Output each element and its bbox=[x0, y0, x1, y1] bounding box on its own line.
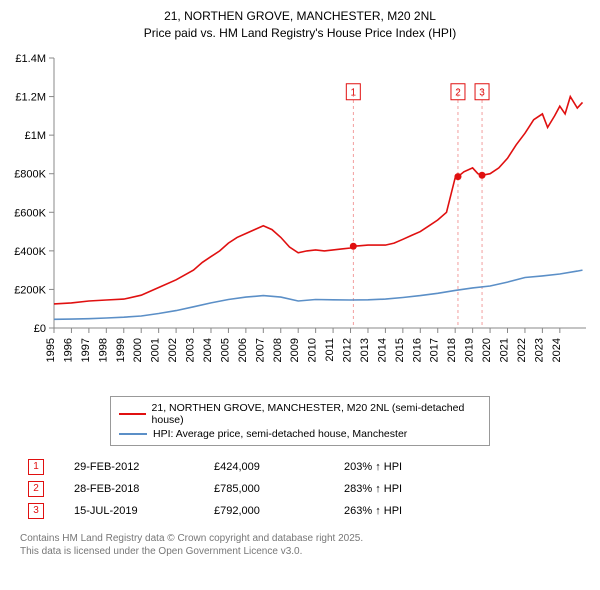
x-tick-label: 2015 bbox=[394, 338, 406, 362]
x-tick-label: 2000 bbox=[132, 338, 144, 362]
footer-attribution: Contains HM Land Registry data © Crown c… bbox=[20, 532, 580, 558]
legend-label: HPI: Average price, semi-detached house,… bbox=[153, 428, 407, 440]
series-hpi bbox=[54, 270, 583, 319]
sales-date: 15-JUL-2019 bbox=[74, 505, 214, 517]
x-tick-label: 2001 bbox=[150, 338, 162, 362]
x-tick-label: 2019 bbox=[464, 338, 476, 362]
y-tick-label: £800K bbox=[14, 168, 46, 180]
x-tick-label: 1999 bbox=[115, 338, 127, 362]
sale-point bbox=[350, 242, 357, 249]
x-tick-label: 2003 bbox=[185, 338, 197, 362]
x-tick-label: 1996 bbox=[62, 338, 74, 362]
sales-index-box: 1 bbox=[28, 459, 44, 475]
legend-swatch bbox=[119, 413, 146, 415]
x-tick-label: 2023 bbox=[533, 338, 545, 362]
legend-label: 21, NORTHEN GROVE, MANCHESTER, M20 2NL (… bbox=[152, 402, 481, 426]
x-tick-label: 2004 bbox=[202, 338, 214, 362]
y-tick-label: £200K bbox=[14, 284, 46, 296]
x-tick-label: 2024 bbox=[551, 338, 563, 362]
sales-table: 1 29-FEB-2012£424,009203% ↑ HPI 2 28-FEB-20… bbox=[20, 456, 580, 522]
sale-point bbox=[454, 173, 461, 180]
x-tick-label: 1997 bbox=[80, 338, 92, 362]
sales-pct: 203% ↑ HPI bbox=[344, 461, 444, 473]
sales-row: 3 15-JUL-2019£792,000263% ↑ HPI bbox=[20, 500, 580, 522]
y-tick-label: £1.4M bbox=[15, 53, 46, 65]
x-tick-label: 2021 bbox=[499, 338, 511, 362]
x-tick-label: 2013 bbox=[359, 338, 371, 362]
x-tick-label: 1998 bbox=[97, 338, 109, 362]
x-tick-label: 2017 bbox=[429, 338, 441, 362]
sales-index-box: 2 bbox=[28, 481, 44, 497]
x-tick-label: 1995 bbox=[45, 338, 57, 362]
y-tick-label: £1M bbox=[25, 130, 46, 142]
title-line2: Price paid vs. HM Land Registry's House … bbox=[144, 26, 456, 40]
sales-index-box: 3 bbox=[28, 503, 44, 519]
legend-swatch bbox=[119, 433, 147, 435]
legend-row: 21, NORTHEN GROVE, MANCHESTER, M20 2NL (… bbox=[119, 401, 481, 427]
x-tick-label: 2014 bbox=[376, 338, 388, 362]
x-tick-label: 2010 bbox=[307, 338, 319, 362]
chart-marker-label: 3 bbox=[479, 87, 485, 98]
chart-marker-label: 1 bbox=[351, 87, 357, 98]
y-tick-label: £400K bbox=[14, 245, 46, 257]
series-price_paid bbox=[54, 96, 583, 303]
legend: 21, NORTHEN GROVE, MANCHESTER, M20 2NL (… bbox=[110, 396, 490, 446]
sales-row: 1 29-FEB-2012£424,009203% ↑ HPI bbox=[20, 456, 580, 478]
x-tick-label: 2009 bbox=[289, 338, 301, 362]
sales-price: £785,000 bbox=[214, 483, 344, 495]
chart-svg: £0 £200K £400K £600K £800K £1M £1.2M £1.4M 1995 1… bbox=[10, 48, 590, 388]
y-tick-label: £0 bbox=[34, 323, 46, 335]
x-tick-label: 2011 bbox=[324, 338, 336, 362]
sales-date: 28-FEB-2018 bbox=[74, 483, 214, 495]
sale-point bbox=[479, 171, 486, 178]
x-tick-label: 2005 bbox=[219, 338, 231, 362]
legend-row: HPI: Average price, semi-detached house,… bbox=[119, 427, 481, 441]
y-tick-label: £600K bbox=[14, 207, 46, 219]
sales-price: £424,009 bbox=[214, 461, 344, 473]
x-tick-label: 2007 bbox=[254, 338, 266, 362]
x-tick-label: 2022 bbox=[516, 338, 528, 362]
y-tick-label: £1.2M bbox=[15, 91, 46, 103]
x-tick-label: 2018 bbox=[446, 338, 458, 362]
x-tick-label: 2006 bbox=[237, 338, 249, 362]
chart-title: 21, NORTHEN GROVE, MANCHESTER, M20 2NL P… bbox=[10, 8, 590, 42]
chart-area: £0 £200K £400K £600K £800K £1M £1.2M £1.4M 1995 1… bbox=[10, 48, 590, 388]
sales-row: 2 28-FEB-2018£785,000283% ↑ HPI bbox=[20, 478, 580, 500]
sales-price: £792,000 bbox=[214, 505, 344, 517]
sales-pct: 283% ↑ HPI bbox=[344, 483, 444, 495]
sales-pct: 263% ↑ HPI bbox=[344, 505, 444, 517]
chart-marker-label: 2 bbox=[455, 87, 461, 98]
footer-line1: Contains HM Land Registry data © Crown c… bbox=[20, 533, 363, 544]
container: 21, NORTHEN GROVE, MANCHESTER, M20 2NL P… bbox=[0, 0, 600, 566]
footer-line2: This data is licensed under the Open Gov… bbox=[20, 546, 302, 557]
x-tick-label: 2016 bbox=[411, 338, 423, 362]
x-tick-label: 2012 bbox=[342, 338, 354, 362]
x-tick-label: 2008 bbox=[272, 338, 284, 362]
x-tick-label: 2002 bbox=[167, 338, 179, 362]
sales-date: 29-FEB-2012 bbox=[74, 461, 214, 473]
x-tick-label: 2020 bbox=[481, 338, 493, 362]
title-line1: 21, NORTHEN GROVE, MANCHESTER, M20 2NL bbox=[164, 9, 436, 23]
